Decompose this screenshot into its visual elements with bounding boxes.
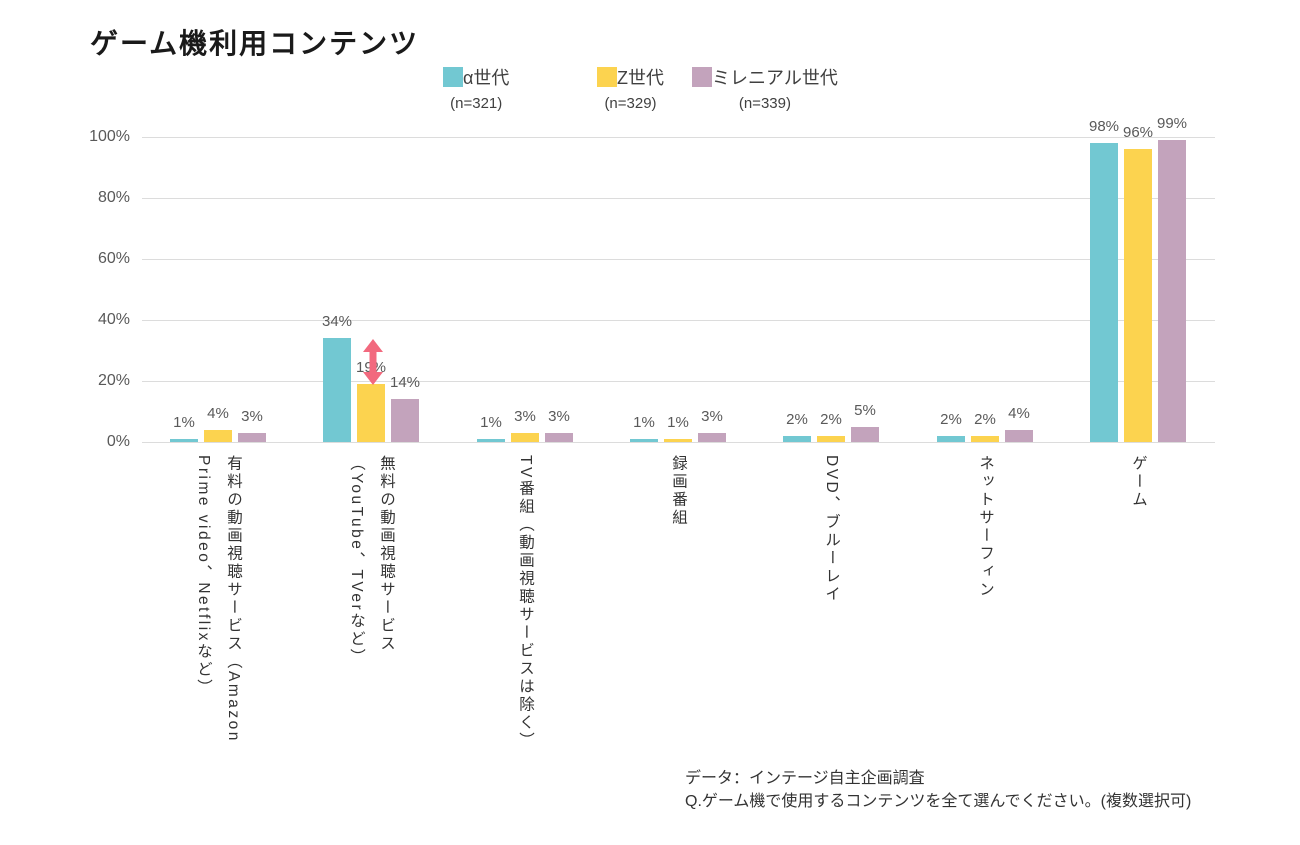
legend-label: α世代 xyxy=(463,68,510,88)
bar-value-label: 98% xyxy=(1088,118,1120,136)
bar-value-label: 1% xyxy=(667,413,689,431)
bar-series2-cat1 xyxy=(204,429,232,442)
bar-series1-cat3 xyxy=(477,438,505,442)
y-tick-label: 40% xyxy=(97,311,130,328)
bar-value-label: 14% xyxy=(389,374,421,392)
bar-value-label: 4% xyxy=(207,404,229,422)
bar-series3-cat1 xyxy=(238,432,266,442)
bar-series2-cat2 xyxy=(357,384,385,442)
bar-series3-cat3 xyxy=(545,432,573,442)
bar-value-label: 4% xyxy=(1008,404,1030,422)
legend-label: ミレニアル世代 xyxy=(712,68,838,88)
bar-series2-cat3 xyxy=(511,432,539,442)
gridline-60% xyxy=(142,258,1215,260)
bar-value-label: 1% xyxy=(480,413,502,431)
bar-series1-cat7 xyxy=(1090,143,1118,442)
bar-series2-cat5 xyxy=(817,435,845,442)
y-tick-label: 0% xyxy=(106,433,130,450)
y-tick-label: 60% xyxy=(97,250,130,267)
legend-item-z: Z世代 (n=329) xyxy=(597,64,664,112)
legend-n-count: (n=321) xyxy=(450,95,503,112)
legend-n-count: (n=339) xyxy=(738,95,791,112)
x-category-label: 有料の動画視聴サービス（Amazon Prime video、Netflixなど… xyxy=(195,455,242,743)
bar-series1-cat2 xyxy=(323,338,351,442)
plot-area: 1%4%3%34%19%14%1%3%3%1%1%3%2%2%5%2%2%4%9… xyxy=(142,115,1215,443)
bar-value-label: 1% xyxy=(633,413,655,431)
bar-value-label: 5% xyxy=(854,401,876,419)
bar-series3-cat7 xyxy=(1158,140,1186,442)
y-tick-label: 20% xyxy=(97,372,130,389)
y-tick-label: 80% xyxy=(97,189,130,206)
gridline-80% xyxy=(142,197,1215,199)
bar-value-label: 99% xyxy=(1156,115,1188,133)
bar-value-label: 2% xyxy=(820,410,842,428)
bar-series1-cat1 xyxy=(170,438,198,442)
legend-row: ミレニアル世代 xyxy=(692,64,838,90)
bar-series1-cat5 xyxy=(783,435,811,442)
legend-n-count: (n=329) xyxy=(604,95,657,112)
data-source-note: データ：インテージ自主企画調査 xyxy=(685,770,925,787)
bar-value-label: 34% xyxy=(321,313,353,331)
bar-value-label: 2% xyxy=(974,410,996,428)
bar-value-label: 2% xyxy=(786,410,808,428)
gridline-20% xyxy=(142,380,1215,382)
gridline-0% xyxy=(142,441,1215,443)
legend-swatch-millennial-icon xyxy=(692,67,712,87)
x-category-label: 録画番組 xyxy=(670,455,687,527)
bar-series1-cat6 xyxy=(937,435,965,442)
x-category-label: DVD、ブルーレイ xyxy=(823,455,840,604)
legend-row: Z世代 xyxy=(597,64,664,90)
bar-series3-cat4 xyxy=(698,432,726,442)
legend-item-millennial: ミレニアル世代 (n=339) xyxy=(692,64,838,112)
bar-value-label: 3% xyxy=(548,407,570,425)
bar-value-label: 3% xyxy=(514,407,536,425)
gridline-100% xyxy=(142,136,1215,138)
x-category-label: 無料の動画視聴サービス （YouTube、TVerなど） xyxy=(348,455,395,667)
legend-swatch-z-icon xyxy=(597,67,617,87)
bar-value-label: 3% xyxy=(701,407,723,425)
bar-series1-cat4 xyxy=(630,438,658,442)
y-axis: 0% 20% 40% 60% 80% 100% xyxy=(0,128,130,450)
bar-series2-cat4 xyxy=(664,438,692,442)
legend-item-alpha: α世代 (n=321) xyxy=(443,64,509,112)
x-category-label: ゲーム xyxy=(1130,455,1147,509)
bar-series3-cat6 xyxy=(1005,429,1033,442)
legend-row: α世代 xyxy=(443,64,509,90)
chart-title: ゲーム機利用コンテンツ xyxy=(90,28,420,59)
x-axis: 有料の動画視聴サービス（Amazon Prime video、Netflixなど… xyxy=(142,455,1215,785)
bar-value-label: 2% xyxy=(940,410,962,428)
bar-value-label: 3% xyxy=(241,407,263,425)
bar-series3-cat5 xyxy=(851,426,879,442)
y-tick-label: 100% xyxy=(89,128,130,145)
bar-series2-cat6 xyxy=(971,435,999,442)
difference-arrow-icon xyxy=(363,339,383,386)
bar-series3-cat2 xyxy=(391,399,419,442)
bar-value-label: 1% xyxy=(173,413,195,431)
legend-label: Z世代 xyxy=(617,68,664,88)
question-note: Q.ゲーム機で使用するコンテンツを全て選んでください。(複数選択可) xyxy=(685,793,1192,810)
gridline-40% xyxy=(142,319,1215,321)
x-category-label: TV番組（動画視聴サービスは除く） xyxy=(517,455,534,750)
x-category-label: ネットサーフィン xyxy=(977,455,994,599)
legend-swatch-alpha-icon xyxy=(443,67,463,87)
bar-value-label: 96% xyxy=(1122,124,1154,142)
footer-note: データ：インテージ自主企画調査 Q.ゲーム機で使用するコンテンツを全て選んでくだ… xyxy=(685,767,1191,813)
bar-series2-cat7 xyxy=(1124,149,1152,442)
